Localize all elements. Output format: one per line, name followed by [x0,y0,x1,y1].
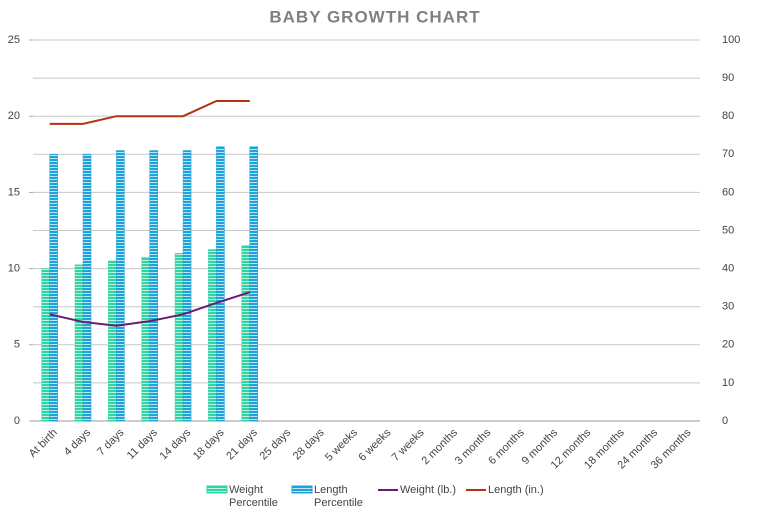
y-tick-label: 0 [14,415,20,427]
y-tick-label: 5 [14,339,20,351]
y2-tick-label: 10 [722,377,734,389]
y-tick-label: 25 [8,34,20,46]
bar [241,245,251,422]
bar [74,264,84,422]
y2-tick-label: 90 [722,72,734,84]
bar [116,150,125,422]
bar [49,154,58,422]
bar [216,146,225,422]
y2-tick-label: 80 [722,110,734,122]
x-tick-label: At birth [27,427,60,460]
bar [182,150,192,422]
chart-title: BABY GROWTH CHART [269,7,480,26]
y2-tick-label: 30 [722,301,734,313]
x-tick-label: 21 days [224,426,260,462]
x-tick-label: 18 days [191,426,227,462]
y2-tick-label: 0 [722,415,728,427]
bar [149,150,158,422]
y2-tick-label: 40 [722,263,734,275]
legend-swatch [291,485,313,494]
y2-tick-label: 60 [722,186,734,198]
legend-swatch [206,485,228,494]
bar [82,154,92,422]
y2-tick-label: 20 [722,339,734,351]
legend-label: Weight (lb.) [400,484,456,496]
bar [249,146,259,422]
bar [108,260,117,422]
y-tick-label: 10 [8,263,20,275]
y-tick-label: 20 [8,110,20,122]
y2-tick-label: 50 [722,224,734,236]
line [49,291,251,327]
x-tick-label: 5 weeks [323,426,360,463]
x-tick-label: 11 days [125,426,161,462]
bar [41,268,50,422]
bar [208,249,217,422]
y2-tick-label: 70 [722,148,734,160]
x-tick-label: 25 days [258,426,294,462]
line [49,99,250,125]
x-tick-label: 4 days [62,426,94,458]
legend-label: Weight Percentile [229,484,278,509]
x-tick-label: 28 days [291,426,327,462]
x-tick-label: 14 days [158,426,194,462]
y2-tick-label: 100 [722,34,740,46]
bar [174,253,184,422]
y-tick-label: 15 [8,186,20,198]
x-tick-label: 7 days [95,426,127,458]
x-tick-label: 6 weeks [356,426,393,463]
bar [141,256,150,422]
legend-label: Length (in.) [488,484,544,496]
legend-label: Length Percentile [314,484,363,509]
